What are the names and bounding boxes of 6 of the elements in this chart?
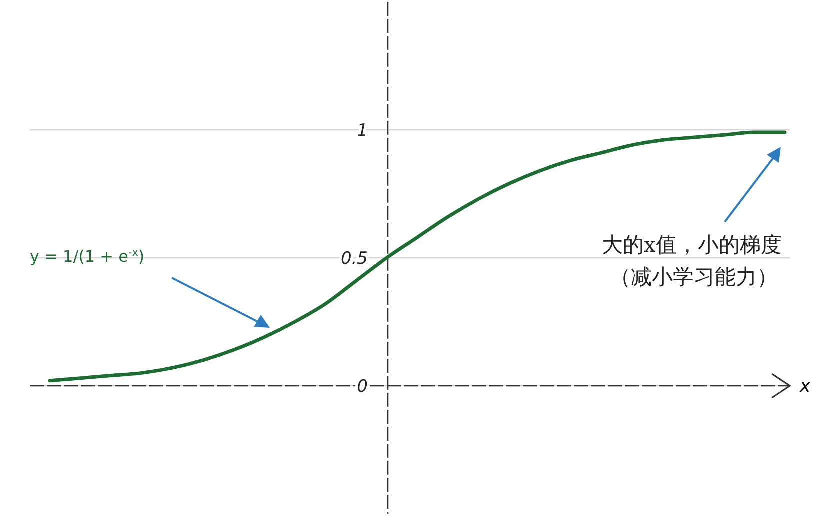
x-axis-title: x	[799, 376, 811, 397]
annotation: 大的x值，小的梯度	[602, 233, 782, 257]
y-tick-label: 0.5	[340, 249, 368, 269]
annotation: y = 1/(1 + e$^{-x}$)	[30, 247, 145, 266]
y-tick-label: 1	[357, 121, 368, 141]
annotation: （减小学习能力）	[610, 265, 778, 289]
